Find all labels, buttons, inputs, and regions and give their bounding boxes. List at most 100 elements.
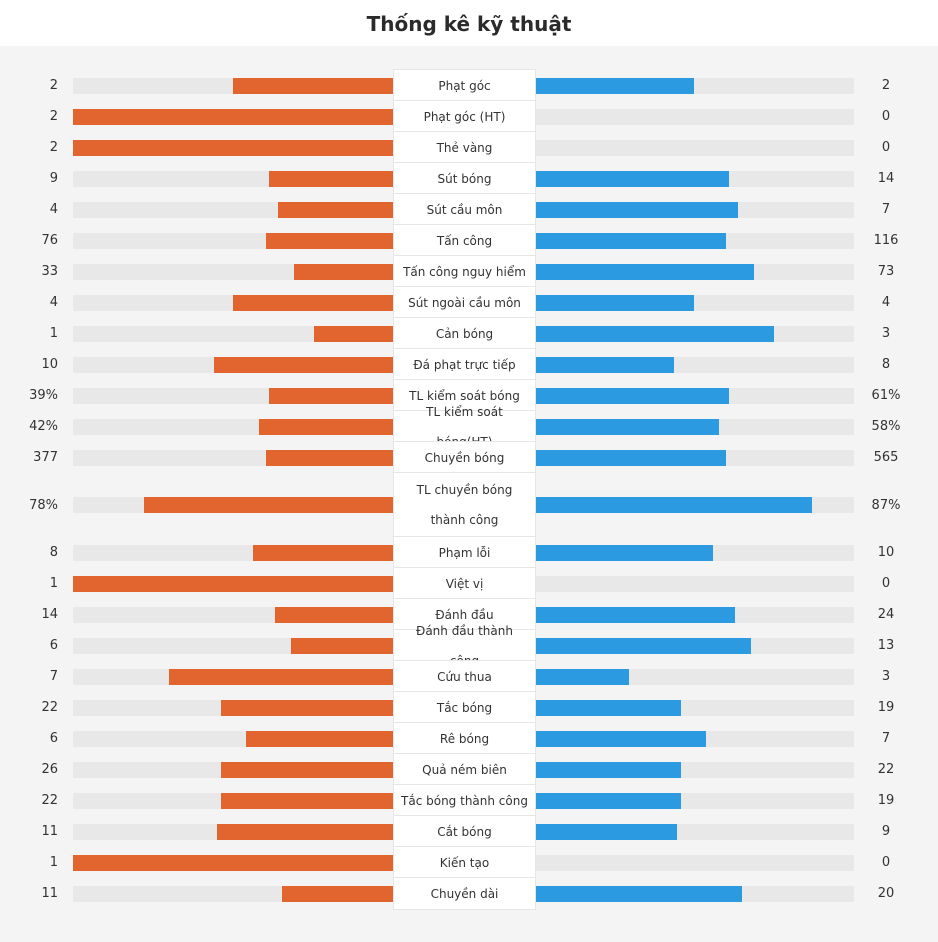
home-bar-track <box>73 233 394 249</box>
home-value: 76 <box>41 233 58 248</box>
stat-label-text: Thẻ vàng <box>436 140 493 155</box>
stat-label: Phạm lỗi <box>394 537 535 568</box>
stat-row: 377 Chuyền bóng 565 <box>0 442 938 473</box>
stat-row: 4 Sút ngoài cầu môn 4 <box>0 287 938 318</box>
away-value: 19 <box>877 700 895 715</box>
home-value: 1 <box>49 855 58 870</box>
home-value: 10 <box>41 357 58 372</box>
stat-row: 42% TL kiểm soát bóng(HT) 58% <box>0 405 938 449</box>
away-bar-track <box>533 109 854 125</box>
home-bar-track <box>73 700 394 716</box>
stat-row: 39% TL kiểm soát bóng 61% <box>0 380 938 411</box>
home-bar <box>282 886 394 902</box>
home-bar <box>221 762 394 778</box>
home-bar <box>314 326 394 342</box>
stat-label-text: Sút ngoài cầu môn <box>408 295 521 310</box>
stat-label-text: Chuyền bóng <box>424 450 505 465</box>
home-bar <box>246 731 394 747</box>
home-bar <box>291 638 394 654</box>
home-bar-track <box>73 545 394 561</box>
stat-label-text: Sút bóng <box>437 171 492 186</box>
home-bar <box>221 793 394 809</box>
away-value: 73 <box>877 264 895 279</box>
home-value: 11 <box>41 824 58 839</box>
home-value: 22 <box>41 700 58 715</box>
home-bar <box>266 233 394 249</box>
away-value: 3 <box>881 669 891 684</box>
away-value: 87% <box>871 497 901 513</box>
home-value: 78% <box>29 497 58 513</box>
away-value: 3 <box>881 326 891 341</box>
away-bar-track <box>533 264 854 280</box>
away-bar <box>533 202 738 218</box>
stat-label-text: Sút cầu môn <box>426 202 503 217</box>
away-bar <box>533 607 735 623</box>
home-bar-track <box>73 824 394 840</box>
home-bar <box>294 264 394 280</box>
home-bar <box>144 497 394 513</box>
away-bar-track <box>533 78 854 94</box>
home-bar-track <box>73 497 394 513</box>
home-value: 9 <box>49 171 58 186</box>
stat-row: 1 Kiến tạo 0 <box>0 847 938 878</box>
stat-label-text: Đá phạt trực tiếp <box>413 357 516 372</box>
stat-label: Phạt góc (HT) <box>394 101 535 132</box>
away-value: 22 <box>877 762 895 777</box>
away-bar-track <box>533 233 854 249</box>
away-bar-track <box>533 357 854 373</box>
stat-label-text: Kiến tạo <box>439 855 490 870</box>
away-bar-track <box>533 497 854 513</box>
away-value: 565 <box>873 450 899 465</box>
home-bar-track <box>73 638 394 654</box>
stat-label: Tắc bóng thành công <box>394 785 535 816</box>
stat-row: 9 Sút bóng 14 <box>0 163 938 194</box>
home-bar <box>217 824 394 840</box>
home-bar-track <box>73 109 394 125</box>
stat-label: Thẻ vàng <box>394 132 535 163</box>
stat-label-text: Phạm lỗi <box>438 545 491 560</box>
away-value: 14 <box>877 171 895 186</box>
stat-label: Cắt bóng <box>394 816 535 847</box>
away-bar <box>533 824 677 840</box>
home-bar-track <box>73 669 394 685</box>
stat-row: 33 Tấn công nguy hiểm 73 <box>0 256 938 287</box>
home-bar-track <box>73 762 394 778</box>
home-value: 8 <box>49 545 58 560</box>
home-bar <box>275 607 394 623</box>
away-bar-track <box>533 326 854 342</box>
home-value: 2 <box>49 109 58 124</box>
stat-label: Sút cầu môn <box>394 194 535 225</box>
away-bar <box>533 326 774 342</box>
home-bar-track <box>73 202 394 218</box>
home-value: 22 <box>41 793 58 808</box>
stat-row: 2 Thẻ vàng 0 <box>0 132 938 163</box>
away-bar-track <box>533 545 854 561</box>
home-value: 2 <box>49 140 58 155</box>
header-bar <box>0 0 938 46</box>
home-bar-track <box>73 855 394 871</box>
away-bar-track <box>533 824 854 840</box>
away-bar-track <box>533 202 854 218</box>
away-bar-track <box>533 388 854 404</box>
away-bar-track <box>533 607 854 623</box>
stat-label: Chuyền dài <box>394 878 535 909</box>
home-value: 6 <box>49 731 58 746</box>
stat-label-text: Cản bóng <box>435 326 494 341</box>
stat-label: TL chuyền bóng thành công <box>394 473 535 537</box>
away-bar <box>533 731 706 747</box>
away-bar-track <box>533 450 854 466</box>
stat-label-text: TL chuyền bóng thành công <box>416 483 513 527</box>
away-bar-track <box>533 886 854 902</box>
away-value: 20 <box>877 886 895 901</box>
stat-label-text: Tấn công <box>436 233 493 248</box>
home-bar <box>73 576 394 592</box>
home-bar <box>253 545 394 561</box>
away-value: 0 <box>881 109 891 124</box>
stat-row: 11 Cắt bóng 9 <box>0 816 938 847</box>
home-value: 1 <box>49 326 58 341</box>
stat-label-text: Tắc bóng <box>436 700 493 715</box>
home-value: 7 <box>49 669 58 684</box>
stat-label: Cản bóng <box>394 318 535 349</box>
away-bar-track <box>533 762 854 778</box>
